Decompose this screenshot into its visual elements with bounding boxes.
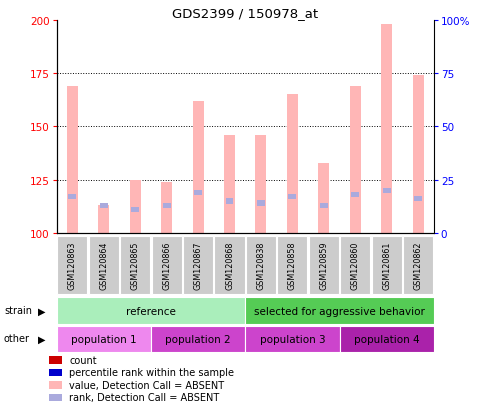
Title: GDS2399 / 150978_at: GDS2399 / 150978_at xyxy=(172,7,318,19)
Text: value, Detection Call = ABSENT: value, Detection Call = ABSENT xyxy=(69,380,224,390)
Bar xyxy=(89,237,119,294)
Bar xyxy=(383,188,390,193)
Bar xyxy=(67,87,78,233)
Bar xyxy=(245,326,340,352)
Bar xyxy=(151,326,245,352)
Bar xyxy=(403,237,433,294)
Bar xyxy=(224,135,235,233)
Bar xyxy=(226,199,234,204)
Bar xyxy=(381,25,392,233)
Bar xyxy=(183,237,213,294)
Bar xyxy=(57,326,151,352)
Text: count: count xyxy=(69,355,97,365)
Bar xyxy=(120,237,150,294)
Text: GSM120838: GSM120838 xyxy=(256,241,266,290)
Bar xyxy=(98,206,109,233)
Text: ▶: ▶ xyxy=(38,334,46,344)
Text: ▶: ▶ xyxy=(38,306,46,316)
Bar xyxy=(278,237,308,294)
Bar xyxy=(130,180,141,233)
Text: population 2: population 2 xyxy=(165,334,231,344)
Text: GSM120860: GSM120860 xyxy=(351,241,360,290)
Text: population 3: population 3 xyxy=(260,334,325,344)
Bar xyxy=(350,87,361,233)
Bar xyxy=(163,203,171,208)
Bar xyxy=(288,195,296,200)
Text: other: other xyxy=(4,334,30,344)
Text: GSM120858: GSM120858 xyxy=(288,241,297,290)
Bar xyxy=(340,326,434,352)
Text: GSM120861: GSM120861 xyxy=(382,241,391,290)
Bar xyxy=(100,203,108,208)
Bar xyxy=(309,237,339,294)
Text: population 4: population 4 xyxy=(354,334,420,344)
Bar xyxy=(57,297,245,324)
Bar xyxy=(246,237,276,294)
Text: GSM120865: GSM120865 xyxy=(131,241,140,290)
Bar xyxy=(257,201,265,206)
Text: percentile rank within the sample: percentile rank within the sample xyxy=(69,368,234,377)
Bar xyxy=(193,102,204,233)
Bar xyxy=(57,237,87,294)
Bar xyxy=(214,237,245,294)
Text: GSM120867: GSM120867 xyxy=(194,241,203,290)
Bar xyxy=(320,203,328,208)
Text: rank, Detection Call = ABSENT: rank, Detection Call = ABSENT xyxy=(69,392,219,402)
Bar xyxy=(340,237,370,294)
Text: strain: strain xyxy=(4,306,32,316)
Text: selected for aggressive behavior: selected for aggressive behavior xyxy=(254,306,425,316)
Text: GSM120866: GSM120866 xyxy=(162,241,171,290)
Bar xyxy=(414,197,422,202)
Bar xyxy=(255,135,267,233)
Bar xyxy=(245,297,434,324)
Bar xyxy=(372,237,402,294)
Bar xyxy=(352,192,359,198)
Text: GSM120863: GSM120863 xyxy=(68,241,77,290)
Bar xyxy=(161,182,172,233)
Bar xyxy=(194,190,202,196)
Text: GSM120864: GSM120864 xyxy=(99,241,108,290)
Text: reference: reference xyxy=(126,306,176,316)
Bar xyxy=(318,163,329,233)
Text: GSM120859: GSM120859 xyxy=(319,241,328,290)
Bar xyxy=(69,195,76,200)
Bar xyxy=(413,76,423,233)
Bar xyxy=(131,207,139,213)
Text: GSM120868: GSM120868 xyxy=(225,241,234,290)
Text: population 1: population 1 xyxy=(71,334,137,344)
Bar xyxy=(152,237,182,294)
Bar xyxy=(287,95,298,233)
Text: GSM120862: GSM120862 xyxy=(414,241,423,290)
